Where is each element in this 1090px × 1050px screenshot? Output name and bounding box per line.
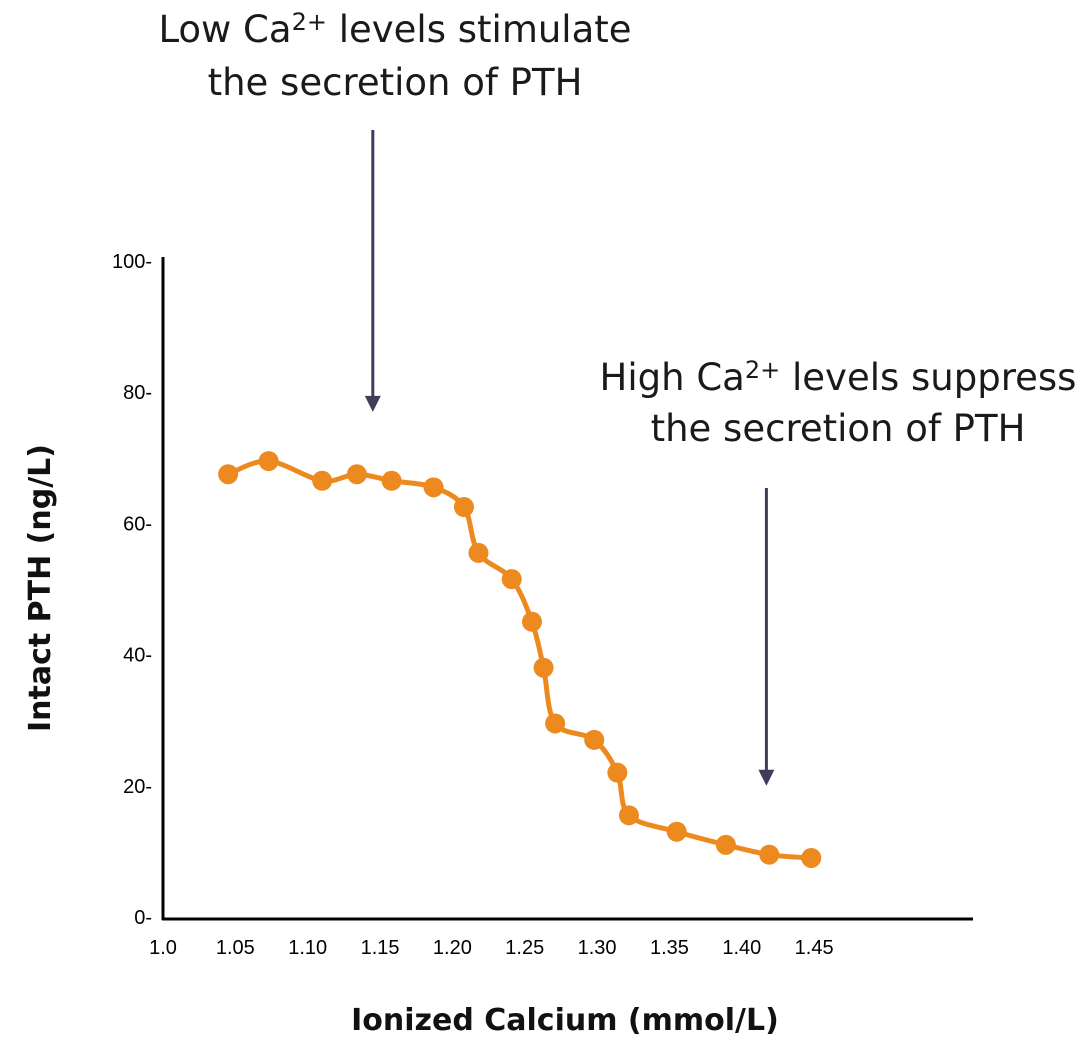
data-point xyxy=(545,713,566,734)
data-point xyxy=(468,542,489,563)
data-point xyxy=(312,470,333,491)
x-tick-label: 1.20 xyxy=(433,937,472,959)
pth-series-line xyxy=(225,458,814,861)
y-axis-title: Intact PTH (ng/L) xyxy=(23,444,58,732)
y-tick-label: 80- xyxy=(123,382,152,404)
data-point xyxy=(381,470,402,491)
y-tick-label: 20- xyxy=(123,776,152,798)
data-point xyxy=(346,464,367,485)
y-tick-label: 100- xyxy=(112,251,152,273)
data-points xyxy=(218,451,822,868)
annotation-arrow-head xyxy=(758,769,775,786)
data-point xyxy=(607,762,628,783)
annotations: Low Ca2+ levels stimulate the secretion o… xyxy=(158,8,1076,786)
data-point xyxy=(521,611,542,632)
data-point xyxy=(801,847,822,868)
data-point xyxy=(759,844,780,865)
x-tick-label: 1.30 xyxy=(578,937,617,959)
x-tick-label: 1.40 xyxy=(722,937,761,959)
data-point xyxy=(423,477,444,498)
x-tick-label: 1.0 xyxy=(149,937,177,959)
annotation-line-1: Low Ca2+ levels stimulate xyxy=(158,8,631,51)
annotation-line-2: the secretion of PTH xyxy=(208,61,583,104)
y-tick-label: 0- xyxy=(134,907,152,929)
x-axis-title: Ionized Calcium (mmol/L) xyxy=(351,1003,779,1038)
annotation-line-1: High Ca2+ levels suppress xyxy=(600,356,1077,399)
data-point xyxy=(258,451,279,472)
x-tick-label: 1.10 xyxy=(288,937,327,959)
x-tick-label: 1.15 xyxy=(361,937,400,959)
annotation-line-2: the secretion of PTH xyxy=(651,407,1026,450)
y-tick-labels: 0- 20- 40- 60- 80- 100- xyxy=(112,251,152,929)
y-tick-label: 40- xyxy=(123,645,152,667)
x-tick-label: 1.25 xyxy=(505,937,544,959)
y-tick-label: 60- xyxy=(123,513,152,535)
data-point xyxy=(584,729,605,750)
x-tick-label: 1.05 xyxy=(216,937,255,959)
data-point xyxy=(453,497,474,517)
axes xyxy=(161,257,973,921)
data-point xyxy=(715,834,736,855)
annotation-arrow-head xyxy=(364,395,381,412)
data-point xyxy=(618,805,639,826)
x-tick-label: 1.35 xyxy=(650,937,689,959)
x-tick-label: 1.45 xyxy=(795,937,834,959)
data-point xyxy=(501,569,522,590)
data-point xyxy=(533,657,554,678)
data-point xyxy=(666,821,687,842)
x-tick-labels: 1.0 1.05 1.10 1.15 1.20 1.25 1.30 1.35 1.40 1.45 xyxy=(149,937,834,959)
data-point xyxy=(218,464,239,485)
